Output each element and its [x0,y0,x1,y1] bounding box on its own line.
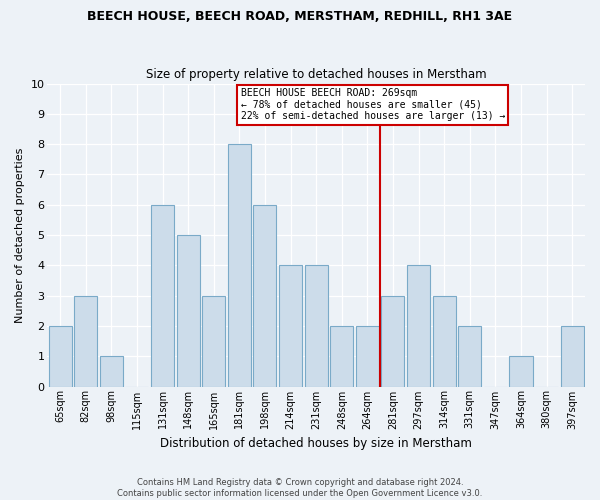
Bar [253,204,277,386]
Bar [509,356,533,386]
Bar [202,296,225,386]
Bar [433,296,456,386]
Title: Size of property relative to detached houses in Merstham: Size of property relative to detached ho… [146,68,487,81]
Bar [356,326,379,386]
Bar [151,204,174,386]
Bar [458,326,481,386]
Y-axis label: Number of detached properties: Number of detached properties [15,148,25,322]
Bar [74,296,97,386]
Bar [560,326,584,386]
Bar [382,296,404,386]
Bar [176,235,200,386]
Bar [279,266,302,386]
Text: BEECH HOUSE BEECH ROAD: 269sqm
← 78% of detached houses are smaller (45)
22% of : BEECH HOUSE BEECH ROAD: 269sqm ← 78% of … [241,88,505,122]
Text: Contains HM Land Registry data © Crown copyright and database right 2024.
Contai: Contains HM Land Registry data © Crown c… [118,478,482,498]
Bar [100,356,123,386]
Bar [305,266,328,386]
Text: BEECH HOUSE, BEECH ROAD, MERSTHAM, REDHILL, RH1 3AE: BEECH HOUSE, BEECH ROAD, MERSTHAM, REDHI… [88,10,512,23]
Bar [330,326,353,386]
Bar [49,326,71,386]
X-axis label: Distribution of detached houses by size in Merstham: Distribution of detached houses by size … [160,437,472,450]
Bar [407,266,430,386]
Bar [228,144,251,386]
